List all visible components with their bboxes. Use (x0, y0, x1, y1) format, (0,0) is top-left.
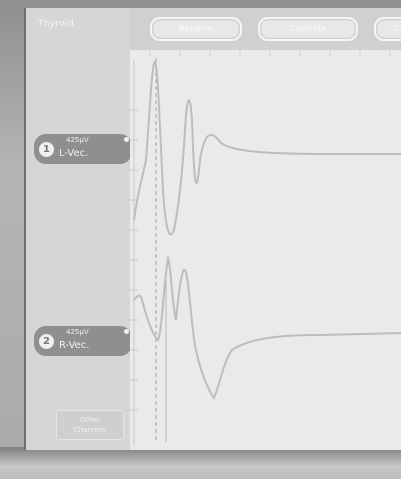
third-button[interactable]: C (374, 17, 401, 41)
time-readout: 5.00 ms/div (168, 437, 204, 444)
app-title: Thyroid (38, 19, 74, 29)
channel-1-badge[interactable]: 1 425μV L-Vec. (34, 134, 132, 164)
channel-2-indicator-icon (124, 329, 129, 334)
top-toolbar: Baseline Calibrate C (130, 8, 401, 50)
monitor-bezel-bottom (0, 447, 401, 479)
channel-2-number: 2 (39, 334, 54, 349)
calibrate-button[interactable]: Calibrate (258, 17, 358, 41)
waveform-plot[interactable]: 5.00 ms/div (130, 50, 401, 450)
x-axis-ticks-top (149, 50, 391, 56)
baseline-button[interactable]: Baseline (150, 17, 242, 41)
third-button-label: C (393, 24, 399, 33)
monitor-screen: Thyroid 1 425μV L-Vec. 2 425μV R-Vec. Ot… (24, 8, 401, 450)
channel-2-trace (133, 254, 401, 400)
channel-2-badge[interactable]: 2 425μV R-Vec. (34, 326, 132, 356)
waveform-svg (130, 50, 401, 445)
channel-1-label: L-Vec. (59, 148, 89, 159)
y-axis-ticks (130, 109, 138, 411)
channel-1-indicator-icon (124, 137, 129, 142)
calibrate-label: Calibrate (289, 24, 327, 33)
channel-2-scale: 425μV (66, 328, 89, 336)
baseline-label: Baseline (179, 24, 213, 33)
channel-sidebar: Thyroid 1 425μV L-Vec. 2 425μV R-Vec. Ot… (26, 8, 132, 450)
other-channels-label: Other Channels (73, 416, 107, 434)
channel-1-scale: 425μV (66, 136, 89, 144)
channel-1-trace (133, 60, 401, 236)
channel-2-label: R-Vec. (59, 340, 90, 351)
channel-1-number: 1 (39, 142, 54, 157)
other-channels-button[interactable]: Other Channels (56, 410, 124, 440)
